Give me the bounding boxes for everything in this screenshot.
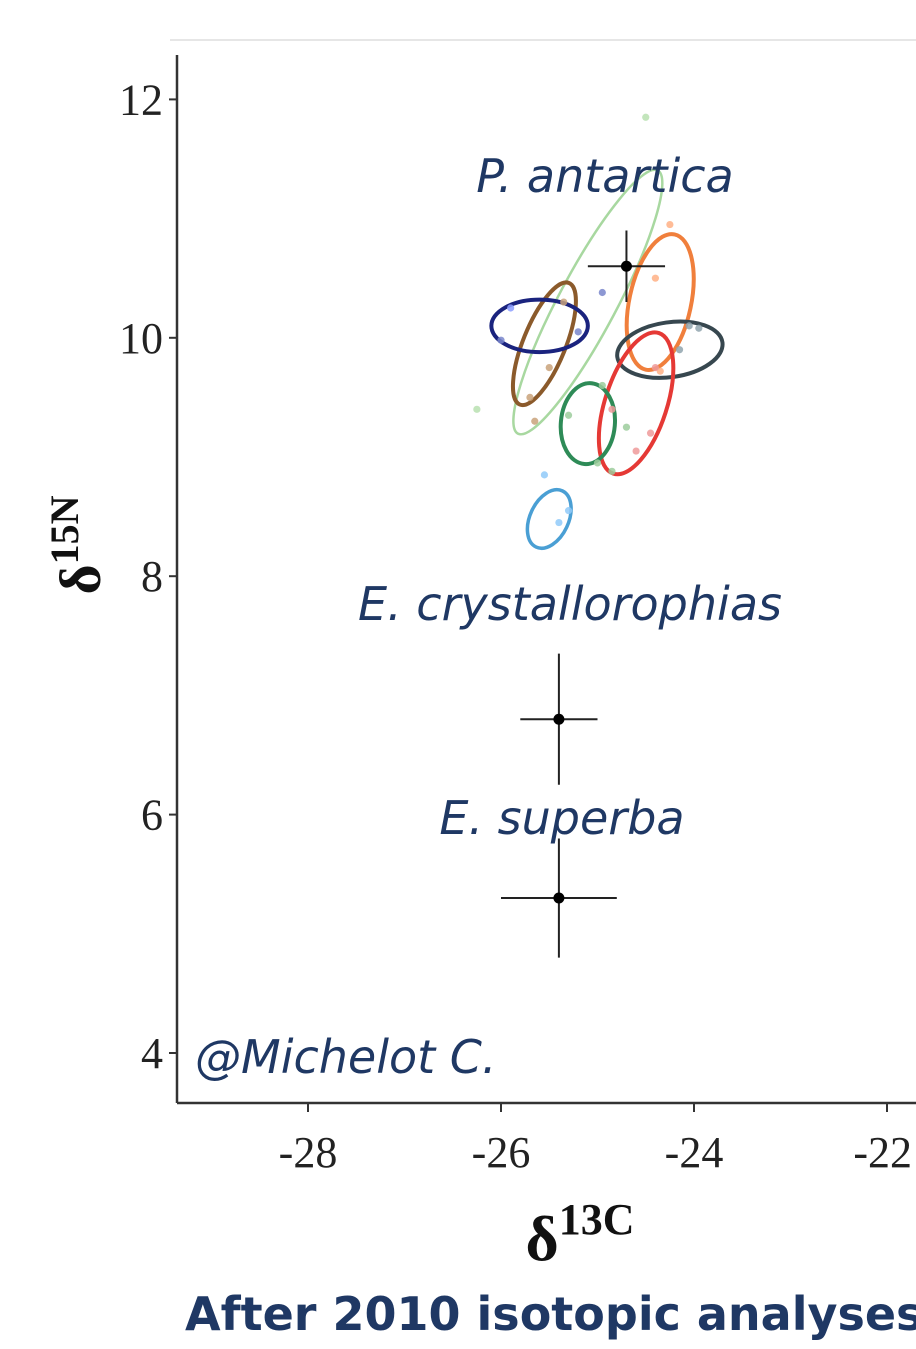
x-tick-label: -24 [665, 1128, 724, 1177]
y-tick-label: 12 [119, 75, 163, 124]
x-tick-label: -22 [853, 1128, 912, 1177]
species-label-e-crystallorophias: E. crystallorophias [358, 577, 782, 631]
ellipse-7 [525, 487, 573, 550]
x-tick-label: -26 [472, 1128, 531, 1177]
y-tick-label: 10 [119, 314, 163, 363]
x-axis-title-sup: 13C [559, 1195, 635, 1244]
y-tick-label: 8 [141, 552, 163, 601]
data-point-4 [574, 328, 582, 336]
data-point-20 [564, 411, 573, 419]
data-point-18 [646, 429, 655, 437]
y-axis-title-base: δ [48, 564, 113, 594]
ellipse-1 [510, 280, 578, 408]
data-point-25 [555, 518, 563, 527]
x-tick-label: -28 [279, 1128, 338, 1177]
axes [170, 39, 916, 1105]
crosshair-2 [501, 838, 617, 958]
crosshair-1 [520, 653, 598, 785]
crosshair-mean-point [553, 713, 565, 725]
x-axis-title: δ13C [526, 1195, 635, 1274]
data-point-2 [507, 304, 515, 312]
data-point-13 [651, 274, 660, 282]
data-point-22 [608, 467, 616, 475]
y-axis-title: δ15N [42, 495, 113, 594]
crosshair-mean-point [620, 260, 632, 272]
data-point-21 [593, 459, 602, 467]
data-point-23 [598, 381, 606, 390]
data-point-16 [608, 405, 616, 413]
figure-caption: After 2010 isotopic analyses [185, 1287, 916, 1341]
data-point-9 [531, 417, 539, 425]
ellipse-2 [489, 297, 590, 355]
crosshair-0 [587, 230, 666, 303]
data-point-3 [497, 336, 505, 344]
data-point-14 [666, 220, 674, 229]
ellipse-3 [624, 232, 696, 372]
data-point-0 [642, 113, 650, 121]
species-label-p-antartica: P. antartica [476, 149, 733, 203]
x-axis-title-base: δ [526, 1203, 559, 1274]
tick-marks: 4 6 8 10 12 -28 -26 -24 -22 [119, 75, 912, 1177]
data-point-17 [632, 447, 640, 455]
species-label-e-superba: E. superba [439, 791, 684, 845]
data-point-10 [685, 322, 693, 330]
ellipse-0 [512, 168, 664, 436]
data-point-12 [675, 346, 684, 354]
data-point-24 [622, 423, 631, 431]
data-point-7 [526, 393, 534, 401]
data-point-27 [540, 471, 549, 479]
ellipse-6 [558, 381, 617, 467]
data-point-11 [695, 324, 703, 332]
data-point-6 [560, 298, 568, 306]
crosshair-mean-point [553, 892, 565, 904]
data-point-5 [598, 288, 606, 297]
data-point-8 [545, 364, 553, 372]
plot-area [473, 113, 725, 958]
y-tick-label: 6 [141, 791, 163, 840]
data-point-19 [651, 364, 660, 372]
credit-label: @Michelot C. [195, 1030, 497, 1084]
data-point-1 [473, 405, 481, 413]
y-tick-label: 4 [141, 1029, 163, 1078]
data-point-26 [564, 507, 573, 515]
y-axis-title-sup: 15N [42, 495, 87, 564]
